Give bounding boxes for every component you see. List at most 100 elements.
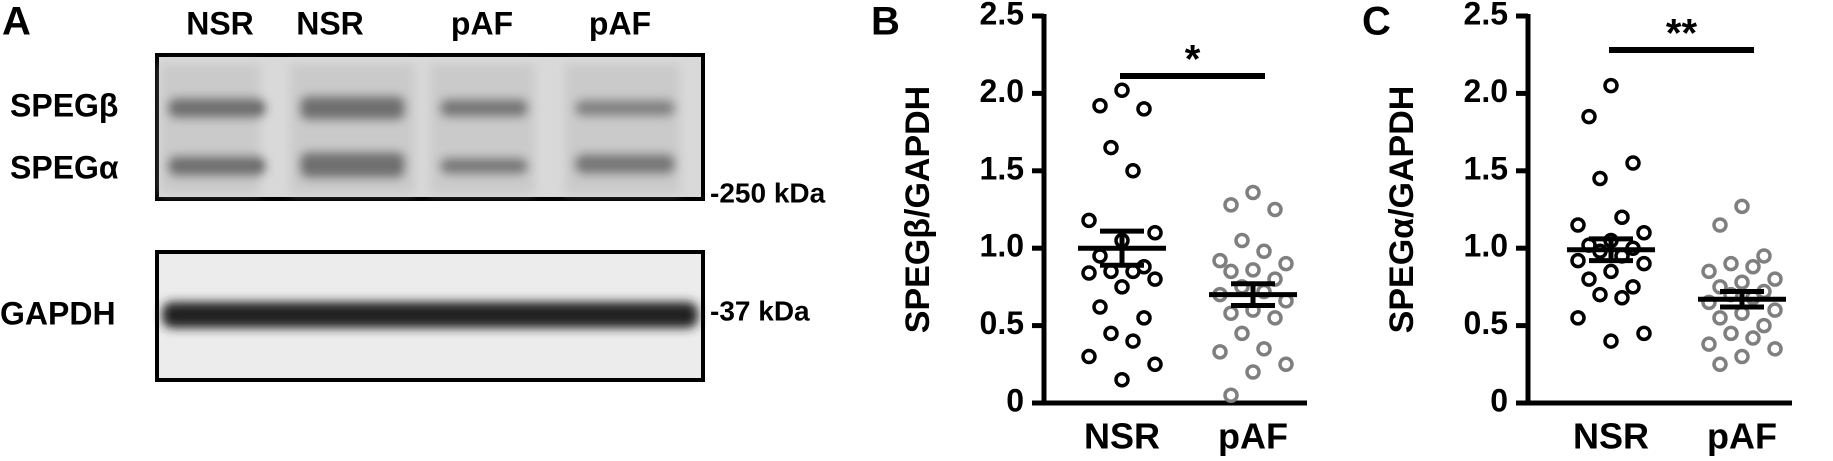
data-point	[1092, 299, 1108, 315]
data-point	[1723, 325, 1739, 342]
data-point	[1081, 212, 1097, 229]
data-point	[1712, 217, 1728, 233]
y-tick-label: 0	[1006, 382, 1024, 418]
data-point	[1712, 310, 1728, 326]
data-point	[1701, 336, 1717, 352]
data-point	[1125, 333, 1141, 349]
data-point	[1734, 348, 1750, 365]
data-point	[1212, 252, 1228, 269]
data-point	[1223, 263, 1239, 280]
data-point	[1223, 197, 1239, 213]
x-tick-label: NSR	[1573, 416, 1649, 457]
y-tick-label: 2.0	[1464, 73, 1508, 109]
data-point	[1636, 325, 1652, 342]
data-point	[1734, 274, 1750, 291]
significance-label: *	[1185, 38, 1201, 82]
data-point	[1745, 259, 1761, 275]
data-point	[1592, 286, 1608, 303]
bands	[160, 64, 680, 194]
data-point	[1245, 364, 1261, 380]
data-point	[1712, 356, 1728, 373]
data-point	[1114, 372, 1130, 388]
data-point	[1570, 310, 1586, 326]
y-tick-label: 1.5	[980, 150, 1024, 186]
data-point	[1734, 198, 1750, 215]
data-point	[1581, 108, 1597, 125]
y-tick-label: 2.5	[1464, 0, 1508, 31]
y-tick-label: 1.0	[1464, 228, 1508, 264]
data-point	[1103, 139, 1119, 156]
y-tick-label: 1.0	[980, 228, 1024, 264]
y-tick-label: 2.0	[980, 73, 1024, 109]
data-point	[1745, 330, 1761, 346]
data-point	[1756, 248, 1772, 264]
x-tick-label: pAF	[1707, 416, 1777, 457]
significance-label: **	[1666, 12, 1698, 56]
panel-label: A	[2, 0, 31, 44]
data-point	[1081, 265, 1097, 281]
band-label: GAPDH	[0, 295, 116, 331]
x-tick-label: pAF	[1218, 416, 1288, 457]
data-point	[1267, 201, 1283, 218]
data-point	[1592, 170, 1608, 187]
data-point	[1614, 289, 1630, 306]
data-point	[1125, 163, 1141, 179]
data-point	[1701, 263, 1717, 280]
data-point	[1603, 263, 1619, 280]
data-point	[1256, 243, 1272, 260]
data-point	[1092, 98, 1108, 114]
panel-label: C	[1362, 0, 1391, 44]
data-point	[1114, 279, 1130, 295]
data-point	[1570, 217, 1586, 233]
data-point	[1092, 248, 1108, 264]
data-point	[1767, 341, 1783, 357]
data-point	[1267, 310, 1283, 326]
data-point	[1636, 224, 1652, 241]
lane-label: NSR	[296, 5, 364, 41]
data-point	[1603, 77, 1619, 94]
y-tick-label: 0.5	[980, 305, 1024, 341]
y-tick-label: 1.5	[1464, 150, 1508, 186]
y-tick-label: 2.5	[980, 0, 1024, 31]
data-point	[1625, 279, 1641, 295]
lane-label: pAF	[451, 5, 513, 41]
gapdh-band	[162, 302, 698, 328]
data-point	[1767, 271, 1783, 287]
lane-label: NSR	[186, 5, 254, 41]
marker-label: -250 kDa	[710, 177, 826, 208]
error-bar	[1720, 289, 1764, 310]
data-point	[1234, 232, 1250, 249]
data-point	[1756, 317, 1772, 334]
y-axis-title: SPEGα/GAPDH	[1383, 86, 1421, 334]
data-point	[1147, 356, 1163, 373]
data-point	[1245, 184, 1261, 201]
panel-label: B	[871, 0, 900, 44]
data-point	[1147, 224, 1163, 241]
data-point	[1581, 271, 1597, 287]
data-point	[1723, 255, 1739, 272]
blot-panel: A NSR NSR pAF pAF SPEGβ SPEGα GAPDH -250…	[0, 0, 826, 382]
data-point	[1136, 101, 1152, 117]
data-point	[1245, 262, 1261, 278]
data-point	[1278, 356, 1294, 373]
data-point	[1767, 302, 1783, 318]
data-point	[1103, 325, 1119, 342]
data-point	[1081, 348, 1097, 365]
lane-label: pAF	[589, 5, 651, 41]
data-point	[1147, 271, 1163, 287]
data-point	[1223, 305, 1239, 321]
data-point	[1212, 344, 1228, 360]
error-bar	[1231, 281, 1275, 308]
error-bar	[1100, 228, 1144, 268]
x-tick-label: NSR	[1084, 416, 1160, 457]
data-point	[1234, 325, 1250, 342]
data-point	[1636, 255, 1652, 272]
marker-label: -37 kDa	[710, 295, 810, 326]
band-label: SPEGβ	[10, 87, 118, 123]
data-point	[1223, 387, 1239, 404]
data-point	[1570, 252, 1586, 269]
data-point	[1278, 255, 1294, 272]
data-point	[1625, 155, 1641, 171]
data-point	[1114, 82, 1130, 99]
